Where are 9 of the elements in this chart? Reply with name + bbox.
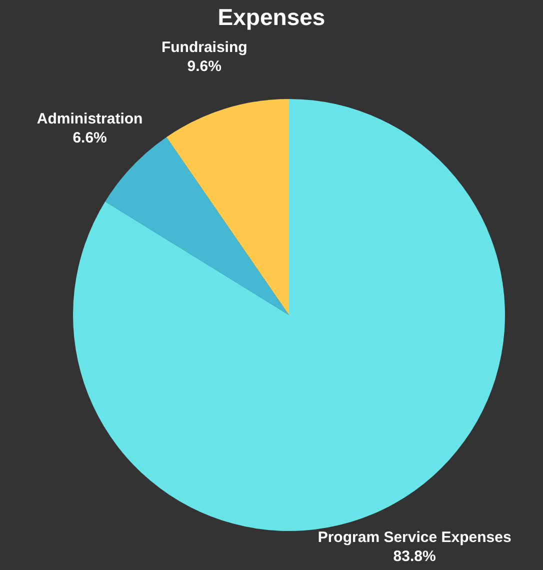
chart-title: Expenses — [216, 4, 326, 31]
data-label: 83.8% — [393, 548, 436, 566]
pie-slice — [166, 99, 289, 315]
data-label: 6.6% — [72, 129, 107, 146]
slice-label: Fundraising — [161, 39, 248, 56]
pie-slice — [105, 137, 289, 315]
data-label: 9.6% — [187, 58, 222, 76]
slice-label: Administration — [36, 110, 143, 128]
slice-label: Program Service Expenses — [318, 529, 512, 546]
